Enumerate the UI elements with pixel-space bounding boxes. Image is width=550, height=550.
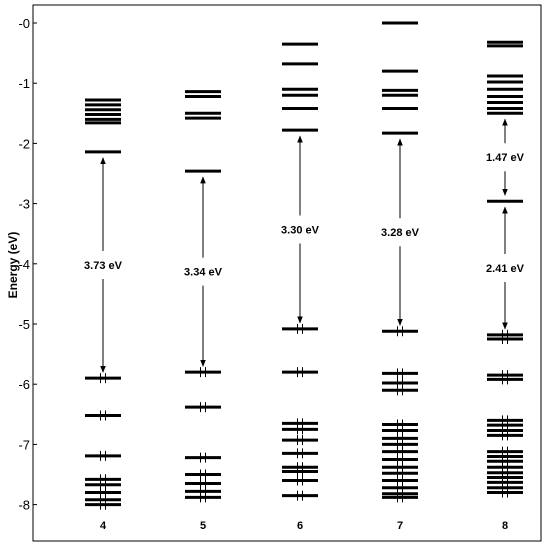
plot-frame [32, 4, 542, 542]
y-tick-label: -1 [18, 76, 30, 91]
y-tick-label: -2 [18, 136, 30, 151]
category-label: 6 [297, 520, 303, 532]
gap-label: 3.73 eV [84, 260, 123, 272]
y-tick-label: -7 [18, 437, 30, 452]
y-tick-label: -3 [18, 197, 30, 212]
gap-label: 3.34 eV [184, 267, 223, 279]
energy-levels [85, 21, 523, 510]
gap-arrows: 3.73 eV 3.34 eV 3.30 eV 3.28 eV 1.47 eV 2.41 … [84, 118, 525, 373]
y-tick-label: -0 [18, 16, 30, 31]
y-tick-label: -4 [18, 257, 30, 272]
y-tick-label: -5 [18, 317, 30, 332]
gap-label: 3.28 eV [381, 227, 420, 239]
y-axis-label: Energy (eV) [6, 232, 20, 299]
category-labels: 4 5 6 7 8 [100, 520, 508, 532]
y-axis: -0 -1 -2 -3 -4 -5 -6 -7 -8 [18, 16, 37, 513]
gap-label: 3.30 eV [281, 224, 320, 236]
category-label: 4 [100, 520, 107, 532]
category-label: 5 [200, 520, 206, 532]
category-label: 7 [397, 520, 403, 532]
category-label: 8 [502, 520, 508, 532]
gap-label: 2.41 eV [486, 263, 525, 275]
y-tick-label: -8 [18, 498, 30, 513]
y-tick-label: -6 [18, 377, 30, 392]
gap-label: 1.47 eV [486, 152, 525, 164]
